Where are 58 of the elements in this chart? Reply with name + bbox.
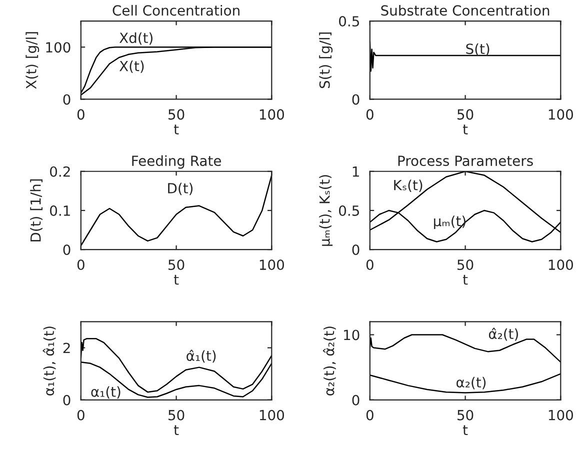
x-tick-label: 0	[77, 109, 84, 120]
y-tick-label: 2	[63, 342, 70, 354]
x-axis-title: t	[174, 274, 179, 285]
x-tick-label: 100	[260, 410, 284, 420]
y-tick-label: 0	[63, 394, 70, 406]
annotation: α̂₂(t)	[488, 328, 518, 341]
x-axis-title: t	[174, 124, 179, 134]
x-tick-label: 50	[458, 109, 474, 120]
x-axis-title: t	[174, 425, 179, 435]
y-tick-label: 10	[344, 330, 360, 340]
annotation: Kₛ(t)	[394, 180, 422, 192]
x-tick-label: 50	[168, 260, 184, 270]
x-tick-label: 100	[548, 410, 573, 420]
annotation: α₂(t)	[456, 376, 486, 390]
y-tick-label: 0	[352, 244, 360, 256]
chart-title: Substrate Concentration	[381, 4, 550, 16]
y-tick-label: 0	[352, 394, 360, 406]
x-tick-label: 100	[548, 109, 573, 120]
x-axis-title: t	[462, 425, 468, 435]
annotation: Xd(t)	[119, 32, 152, 45]
y-axis-title: α₁(t), α̂₁(t)	[42, 326, 56, 396]
y-tick-label: 0.1	[50, 205, 70, 216]
chart-title: Process Parameters	[398, 156, 533, 166]
y-tick-label: 0.5	[339, 16, 359, 27]
chart-title: Cell Concentration	[112, 4, 240, 16]
annotation: μₘ(t)	[434, 216, 466, 229]
x-tick-label: 100	[548, 260, 573, 270]
y-tick-label: 1	[352, 166, 359, 177]
x-tick-label: 0	[366, 260, 374, 270]
y-tick-label: 0.5	[339, 205, 359, 216]
y-axis-title: α₂(t), α̂₂(t)	[322, 326, 336, 396]
annotation: S(t)	[466, 43, 490, 56]
x-tick-label: 100	[260, 109, 284, 120]
y-axis-title: D(t) [1/h]	[30, 179, 42, 242]
x-tick-label: 50	[168, 410, 184, 420]
annotation: D(t)	[168, 182, 193, 196]
y-axis-title: S(t) [g/l]	[319, 32, 333, 88]
x-axis-title: t	[462, 124, 468, 134]
annotation: α̂₁(t)	[186, 350, 216, 363]
chart-title: Feeding Rate	[132, 155, 221, 169]
y-tick-label: 0	[352, 94, 360, 105]
x-tick-label: 0	[77, 410, 84, 420]
y-tick-label: 0	[63, 94, 70, 105]
annotation: α₁(t)	[91, 386, 120, 399]
y-tick-label: 0.2	[50, 166, 70, 177]
annotation: X(t)	[119, 60, 144, 73]
x-tick-label: 100	[260, 260, 284, 270]
y-axis-title: μₘ(t), Kₛ(t)	[319, 175, 333, 246]
x-tick-label: 0	[77, 260, 84, 270]
x-tick-label: 50	[168, 109, 184, 120]
y-tick-label: 0	[63, 244, 70, 256]
x-tick-label: 50	[458, 410, 474, 420]
x-axis-title: t	[462, 274, 468, 285]
x-tick-label: 0	[366, 410, 374, 420]
y-axis-title: X(t) [g/l]	[26, 32, 40, 89]
x-tick-label: 0	[366, 109, 374, 120]
x-tick-label: 50	[458, 260, 474, 270]
y-tick-label: 100	[46, 42, 70, 53]
